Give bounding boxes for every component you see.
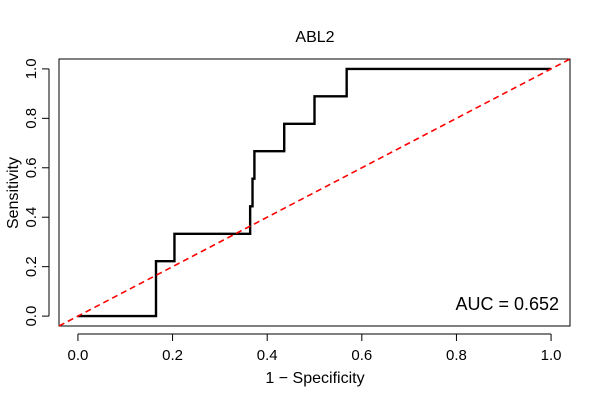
auc-annotation: AUC = 0.652	[455, 294, 559, 314]
x-tick-label: 1.0	[541, 347, 562, 364]
series-layer	[58, 58, 571, 327]
y-tick-label: 0.4	[23, 207, 40, 228]
x-tick-label: 0.8	[446, 347, 467, 364]
y-tick-label: 0.8	[23, 108, 40, 129]
plot-frame	[58, 58, 571, 327]
roc-curve	[77, 67, 552, 318]
x-tick-label: 0.2	[162, 347, 183, 364]
chart-title: ABL2	[295, 29, 334, 46]
y-tick-label: 0.6	[23, 157, 40, 178]
y-tick-label: 0.2	[23, 256, 40, 277]
y-axis-label: Sensitivity	[5, 157, 22, 229]
y-axis: 0.0 0.2 0.4 0.6 0.8 1.0	[23, 58, 50, 327]
reference-diagonal-line	[58, 58, 571, 327]
x-axis-label: 1 − Specificity	[265, 370, 364, 387]
x-tick-label: 0.0	[67, 347, 88, 364]
x-tick-label: 0.4	[257, 347, 278, 364]
x-axis: 0.0 0.2 0.4 0.6 0.8 1.0	[67, 333, 562, 364]
x-tick-label: 0.6	[351, 347, 372, 364]
y-tick-label: 1.0	[23, 58, 40, 79]
y-tick-label: 0.0	[23, 306, 40, 327]
